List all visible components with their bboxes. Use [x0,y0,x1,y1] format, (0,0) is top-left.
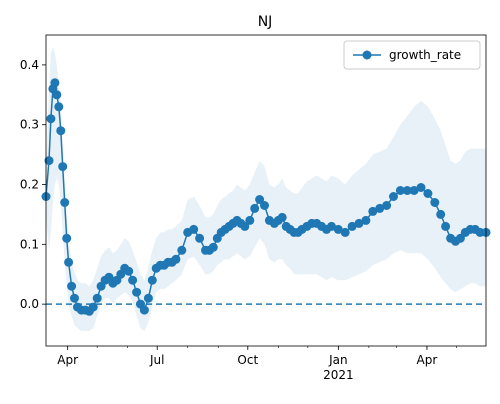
y-tick-label: 0.0 [20,297,39,311]
data-point [361,215,371,225]
series-layer [41,78,491,316]
data-point [58,162,68,172]
data-point [132,287,142,297]
data-point [143,293,153,303]
y-tick-label: 0.2 [20,178,39,192]
legend: growth_rate [343,40,481,70]
data-point [44,156,54,166]
data-point [208,242,218,252]
data-point [430,198,440,207]
data-point [354,218,364,228]
data-point [60,198,70,207]
data-point [245,215,255,225]
chart-title: NJ [258,14,273,30]
data-point [147,275,157,285]
data-point [240,221,250,231]
data-point [92,293,102,303]
data-point [277,212,287,222]
data-point [50,78,60,88]
data-point [455,233,465,243]
data-point [423,189,433,198]
data-point [189,224,199,234]
data-point [347,221,357,231]
data-point [395,186,405,195]
data-point [128,275,138,285]
legend-label: growth_rate [389,48,461,62]
data-point [255,195,265,204]
y-tick-label: 0.3 [20,118,39,132]
data-point [64,257,74,267]
data-point [340,227,350,237]
data-point [327,221,336,231]
confidence-band-layer [46,47,486,331]
data-point [88,302,98,312]
data-point [62,233,72,243]
data-point [124,266,134,276]
data-point [436,209,446,219]
data-point [382,201,392,210]
data-point [139,305,149,315]
data-point [368,206,378,216]
y-tick-label: 0.4 [20,58,39,72]
data-point [389,192,398,201]
data-point [375,203,385,213]
data-point [402,186,412,195]
data-point [250,203,260,213]
y-tick-label: 0.1 [20,237,39,251]
data-point [46,114,56,124]
plot-frame [45,34,487,347]
data-point [56,126,66,136]
x-tick-label: Apr [57,353,78,367]
data-point [195,233,205,243]
data-point [54,102,64,112]
x-tick-label: Apr [417,353,438,367]
x-tick-label: Oct [237,353,258,367]
x-tick-label: Jan [328,353,348,367]
data-point [333,224,343,234]
axes: 0.0 0.1 0.2 0.3 0.4 Apr Jul Oct Jan Apr 2021 [20,34,487,382]
data-point [441,221,451,231]
data-point [67,281,77,291]
data-point [70,293,79,303]
data-point [260,201,269,210]
legend-box [343,40,481,70]
confidence-band-0 [46,47,486,331]
x-year-label: 2021 [323,368,354,382]
data-point [416,183,426,192]
data-point [177,245,187,255]
x-tick-label: Jul [149,353,164,367]
data-point [171,254,181,264]
legend-marker [362,50,372,60]
data-point [52,90,62,100]
data-point [409,186,419,195]
